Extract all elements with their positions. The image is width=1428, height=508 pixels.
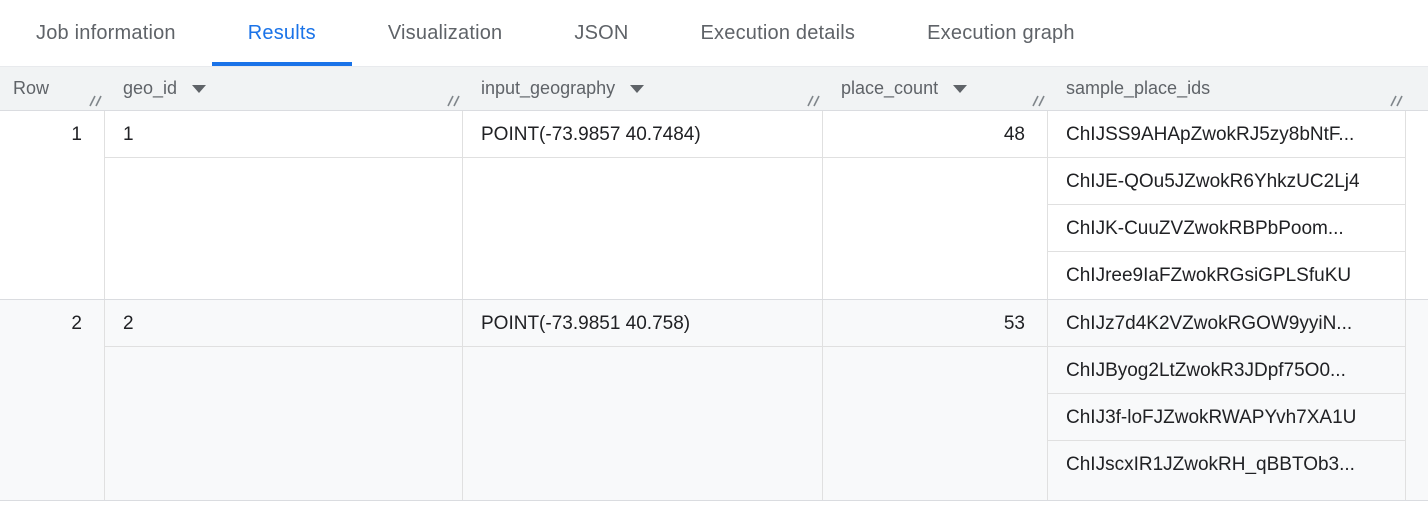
column-header-input-geography[interactable]: input_geography (463, 67, 823, 110)
input-geography-value: POINT(-73.9857 40.7484) (463, 111, 822, 158)
sample-place-id: ChIJByog2LtZwokR3JDpf75O0... (1048, 347, 1405, 394)
tab-job-information[interactable]: Job information (36, 21, 176, 44)
sample-place-id: ChIJSS9AHApZwokRJ5zy8bNtF... (1048, 111, 1405, 158)
column-header-row: Row (0, 67, 105, 110)
column-header-geo-id[interactable]: geo_id (105, 67, 463, 110)
sample-place-id: ChIJK-CuuZVZwokRBPbPoom... (1048, 205, 1405, 252)
results-table-body: 1 1 POINT(-73.9857 40.7484) 48 ChIJSS9AH… (0, 111, 1428, 501)
row-number-cell: 2 (0, 300, 105, 500)
tab-visualization[interactable]: Visualization (387, 21, 503, 44)
column-resize-handle-icon[interactable] (805, 92, 821, 108)
row-number: 1 (71, 124, 82, 145)
sample-place-id: ChIJree9IaFZwokRGsiGPLSfuKU (1066, 265, 1352, 286)
row-gutter (1406, 300, 1428, 500)
tab-results[interactable]: Results (211, 0, 352, 66)
geo-id-value: 2 (105, 300, 462, 347)
tab-execution-details[interactable]: Execution details (700, 21, 856, 44)
column-header-label: place_count (841, 78, 939, 98)
input-geography-cell: POINT(-73.9857 40.7484) (463, 111, 823, 299)
sample-place-ids-cell: ChIJz7d4K2VZwokRGOW9yyiN... ChIJByog2LtZ… (1048, 300, 1406, 500)
place-count-value: 48 (823, 111, 1047, 158)
row-gutter (1406, 111, 1428, 299)
tab-json[interactable]: JSON (574, 21, 629, 44)
geo-id-cell: 1 (105, 111, 463, 299)
tab-execution-graph[interactable]: Execution graph (927, 21, 1075, 44)
table-row-group-1: 1 1 POINT(-73.9857 40.7484) 48 ChIJSS9AH… (0, 111, 1428, 299)
column-resize-handle-icon[interactable] (87, 92, 103, 108)
column-resize-handle-icon[interactable] (1030, 92, 1046, 108)
input-geography-value: POINT(-73.9851 40.758) (463, 300, 822, 347)
sample-place-id: ChIJscxIR1JZwokRH_qBBTOb3... (1066, 454, 1355, 475)
column-header-label: input_geography (481, 78, 616, 98)
column-header-label: geo_id (123, 78, 178, 98)
sample-place-id: ChIJz7d4K2VZwokRGOW9yyiN... (1048, 300, 1405, 347)
geo-id-value: 1 (105, 111, 462, 158)
place-count-cell: 48 (823, 111, 1048, 299)
header-gutter (1406, 67, 1428, 110)
place-count-cell: 53 (823, 300, 1048, 500)
results-tab-bar: Job information Results Visualization JS… (0, 0, 1428, 67)
column-resize-handle-icon[interactable] (445, 92, 461, 108)
row-number-cell: 1 (0, 111, 105, 299)
input-geography-cell: POINT(-73.9851 40.758) (463, 300, 823, 500)
geo-id-cell: 2 (105, 300, 463, 500)
dropdown-arrow-icon[interactable] (192, 84, 207, 93)
sample-place-id: ChIJE-QOu5JZwokR6YhkzUC2Lj4 (1048, 158, 1405, 205)
column-resize-handle-icon[interactable] (1388, 92, 1404, 108)
place-count-value: 53 (823, 300, 1047, 347)
dropdown-arrow-icon[interactable] (953, 84, 968, 93)
results-table-header: Row geo_id input_geography plac (0, 67, 1428, 111)
column-header-label: sample_place_ids (1066, 78, 1211, 98)
row-number: 2 (71, 313, 82, 334)
column-header-place-count[interactable]: place_count (823, 67, 1048, 110)
table-row-group-2: 2 2 POINT(-73.9851 40.758) 53 ChIJz7d4K2… (0, 299, 1428, 500)
sample-place-ids-cell: ChIJSS9AHApZwokRJ5zy8bNtF... ChIJE-QOu5J… (1048, 111, 1406, 299)
sample-place-id: ChIJ3f-loFJZwokRWAPYvh7XA1U (1048, 394, 1405, 441)
column-header-label: Row (13, 78, 50, 98)
column-header-sample-place-ids[interactable]: sample_place_ids (1048, 67, 1406, 110)
dropdown-arrow-icon[interactable] (630, 84, 645, 93)
